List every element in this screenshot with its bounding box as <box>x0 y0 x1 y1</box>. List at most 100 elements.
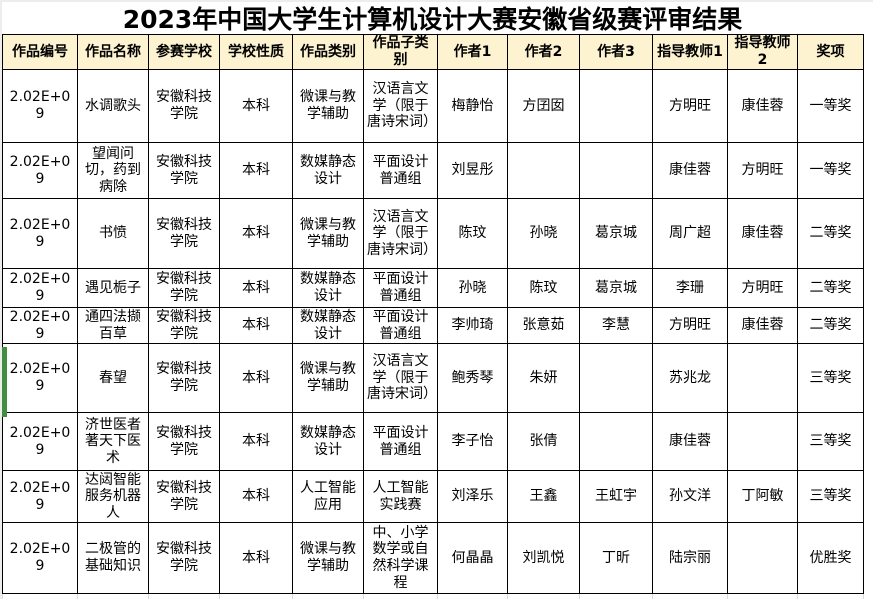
cell-r6-advisor-1[interactable]: 苏兆龙 <box>652 343 728 413</box>
cell-r7-category[interactable]: 数媒静态设计 <box>292 412 364 471</box>
cell-r6-subcategory[interactable]: 汉语言文学（限于唐诗宋词） <box>363 343 438 413</box>
cell-r5-author-2[interactable]: 张意茹 <box>507 307 580 344</box>
cell-r8-work-name[interactable]: 达闼智能服务机器人 <box>77 470 149 523</box>
cell-r6-author-3[interactable] <box>579 343 653 413</box>
cell-r4-award[interactable]: 二等奖 <box>797 268 864 308</box>
cell-r5-school[interactable]: 安徽科技学院 <box>148 307 220 344</box>
cell-r1-work-name[interactable]: 水调歌头 <box>77 69 149 143</box>
cell-r1-author-2[interactable]: 方囝囡 <box>507 69 580 143</box>
cell-r2-advisor-2[interactable]: 方明旺 <box>727 142 798 199</box>
cell-r3-school-type[interactable]: 本科 <box>219 198 293 269</box>
cell-r8-award[interactable]: 三等奖 <box>797 470 864 523</box>
cell-r9-author-1[interactable]: 何晶晶 <box>437 522 508 594</box>
cell-r4-work-id[interactable]: 2.02E+09 <box>2 268 78 308</box>
cell-r8-author-1[interactable]: 刘泽乐 <box>437 470 508 523</box>
cell-r5-category[interactable]: 数媒静态设计 <box>292 307 364 344</box>
cell-r6-author-1[interactable]: 鲍秀琴 <box>437 343 508 413</box>
column-header-work-id[interactable]: 作品编号 <box>2 34 78 70</box>
cell-r9-advisor-1[interactable]: 陆宗丽 <box>652 522 728 594</box>
cell-r8-school-type[interactable]: 本科 <box>219 470 293 523</box>
cell-r9-subcategory[interactable]: 中、小学数学或自然科学课程 <box>363 522 438 594</box>
cell-r5-advisor-1[interactable]: 方明旺 <box>652 307 728 344</box>
cell-r7-advisor-1[interactable]: 康佳蓉 <box>652 412 728 471</box>
cell-r4-work-name[interactable]: 遇见栀子 <box>77 268 149 308</box>
cell-r8-category[interactable]: 人工智能应用 <box>292 470 364 523</box>
cell-r3-advisor-2[interactable]: 康佳蓉 <box>727 198 798 269</box>
column-header-advisor-1[interactable]: 指导教师1 <box>652 34 728 70</box>
cell-r8-subcategory[interactable]: 人工智能实践赛 <box>363 470 438 523</box>
column-header-author-1[interactable]: 作者1 <box>437 34 508 70</box>
cell-r1-subcategory[interactable]: 汉语言文学（限于唐诗宋词） <box>363 69 438 143</box>
column-header-advisor-2[interactable]: 指导教师2 <box>727 34 798 70</box>
cell-r5-work-id[interactable]: 2.02E+09 <box>2 307 78 344</box>
cell-r6-advisor-2[interactable] <box>727 343 798 413</box>
column-header-author-3[interactable]: 作者3 <box>579 34 653 70</box>
cell-r3-school[interactable]: 安徽科技学院 <box>148 198 220 269</box>
cell-r3-work-name[interactable]: 书愤 <box>77 198 149 269</box>
cell-r8-author-2[interactable]: 王鑫 <box>507 470 580 523</box>
column-header-subcategory[interactable]: 作品子类别 <box>363 34 438 70</box>
cell-r4-school[interactable]: 安徽科技学院 <box>148 268 220 308</box>
cell-r9-work-id[interactable]: 2.02E+09 <box>2 522 78 594</box>
cell-r4-category[interactable]: 数媒静态设计 <box>292 268 364 308</box>
cell-r4-advisor-1[interactable]: 李珊 <box>652 268 728 308</box>
cell-r4-school-type[interactable]: 本科 <box>219 268 293 308</box>
cell-r9-school-type[interactable]: 本科 <box>219 522 293 594</box>
cell-r7-award[interactable]: 三等奖 <box>797 412 864 471</box>
cell-r1-category[interactable]: 微课与教学辅助 <box>292 69 364 143</box>
cell-r3-advisor-1[interactable]: 周广超 <box>652 198 728 269</box>
cell-r9-author-2[interactable]: 刘凯悦 <box>507 522 580 594</box>
cell-r2-award[interactable]: 一等奖 <box>797 142 864 199</box>
cell-r8-school[interactable]: 安徽科技学院 <box>148 470 220 523</box>
cell-r3-category[interactable]: 微课与教学辅助 <box>292 198 364 269</box>
cell-r8-author-3[interactable]: 王虹宇 <box>579 470 653 523</box>
cell-r6-school-type[interactable]: 本科 <box>219 343 293 413</box>
cell-r7-work-name[interactable]: 济世医者著天下医术 <box>77 412 149 471</box>
cell-r2-work-id[interactable]: 2.02E+09 <box>2 142 78 199</box>
cell-r1-work-id[interactable]: 2.02E+09 <box>2 69 78 143</box>
cell-r7-advisor-2[interactable] <box>727 412 798 471</box>
column-header-work-name[interactable]: 作品名称 <box>77 34 149 70</box>
cell-r5-work-name[interactable]: 通四法撷百草 <box>77 307 149 344</box>
cell-r3-author-3[interactable]: 葛京城 <box>579 198 653 269</box>
cell-r8-advisor-1[interactable]: 孙文洋 <box>652 470 728 523</box>
cell-r3-subcategory[interactable]: 汉语言文学（限于唐诗宋词） <box>363 198 438 269</box>
cell-r4-author-3[interactable]: 葛京城 <box>579 268 653 308</box>
cell-r2-author-2[interactable] <box>507 142 580 199</box>
cell-r2-work-name[interactable]: 望闻问切，药到病除 <box>77 142 149 199</box>
cell-r7-author-2[interactable]: 张倩 <box>507 412 580 471</box>
cell-r2-school[interactable]: 安徽科技学院 <box>148 142 220 199</box>
cell-r5-author-1[interactable]: 李帅琦 <box>437 307 508 344</box>
cell-r1-author-3[interactable] <box>579 69 653 143</box>
cell-r5-school-type[interactable]: 本科 <box>219 307 293 344</box>
column-header-school-type[interactable]: 学校性质 <box>219 34 293 70</box>
cell-r6-award[interactable]: 三等奖 <box>797 343 864 413</box>
cell-r3-author-1[interactable]: 陈玟 <box>437 198 508 269</box>
cell-r2-advisor-1[interactable]: 康佳蓉 <box>652 142 728 199</box>
cell-r6-author-2[interactable]: 朱妍 <box>507 343 580 413</box>
cell-r7-subcategory[interactable]: 平面设计普通组 <box>363 412 438 471</box>
cell-r6-school[interactable]: 安徽科技学院 <box>148 343 220 413</box>
cell-r7-school[interactable]: 安徽科技学院 <box>148 412 220 471</box>
column-header-category[interactable]: 作品类别 <box>292 34 364 70</box>
cell-r2-subcategory[interactable]: 平面设计普通组 <box>363 142 438 199</box>
cell-r8-advisor-2[interactable]: 丁阿敏 <box>727 470 798 523</box>
cell-r3-author-2[interactable]: 孙晓 <box>507 198 580 269</box>
cell-r2-category[interactable]: 数媒静态设计 <box>292 142 364 199</box>
cell-r3-award[interactable]: 二等奖 <box>797 198 864 269</box>
cell-r1-author-1[interactable]: 梅静怡 <box>437 69 508 143</box>
cell-r9-school[interactable]: 安徽科技学院 <box>148 522 220 594</box>
cell-r6-category[interactable]: 微课与教学辅助 <box>292 343 364 413</box>
cell-r4-author-2[interactable]: 陈玟 <box>507 268 580 308</box>
cell-r1-school[interactable]: 安徽科技学院 <box>148 69 220 143</box>
cell-r9-advisor-2[interactable] <box>727 522 798 594</box>
cell-r2-author-1[interactable]: 刘昱彤 <box>437 142 508 199</box>
cell-r1-advisor-2[interactable]: 康佳蓉 <box>727 69 798 143</box>
cell-r9-author-3[interactable]: 丁昕 <box>579 522 653 594</box>
cell-r4-advisor-2[interactable]: 方明旺 <box>727 268 798 308</box>
cell-r9-award[interactable]: 优胜奖 <box>797 522 864 594</box>
cell-r9-work-name[interactable]: 二极管的基础知识 <box>77 522 149 594</box>
cell-r7-work-id[interactable]: 2.02E+09 <box>2 412 78 471</box>
cell-r5-award[interactable]: 二等奖 <box>797 307 864 344</box>
cell-r1-advisor-1[interactable]: 方明旺 <box>652 69 728 143</box>
